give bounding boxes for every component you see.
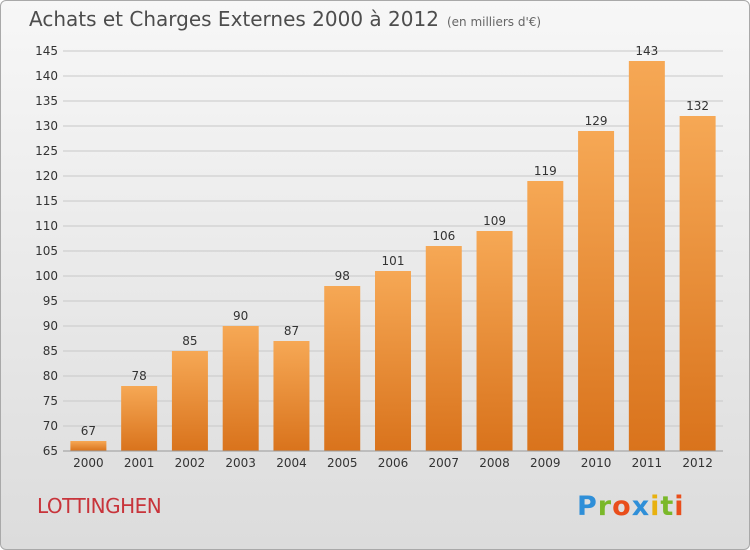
y-tick-label: 115 bbox=[35, 194, 58, 208]
logo-letter: x bbox=[631, 491, 651, 522]
y-tick-label: 85 bbox=[43, 344, 58, 358]
x-tick-label: 2001 bbox=[124, 456, 155, 470]
y-tick-label: 80 bbox=[43, 369, 58, 383]
y-tick-label: 145 bbox=[35, 44, 58, 58]
x-axis-ticks: 2000 2001 2002 2003 2004 2005 2006 2007 2008 2009… bbox=[73, 456, 713, 470]
y-tick-label: 120 bbox=[35, 169, 58, 183]
data-label: 85 bbox=[182, 334, 197, 348]
data-label: 87 bbox=[284, 324, 299, 338]
data-label: 143 bbox=[635, 44, 658, 58]
x-tick-label: 2010 bbox=[581, 456, 612, 470]
data-labels: 67 78 85 90 87 98 101 106 109 119 129 143 132 bbox=[81, 44, 709, 438]
data-label: 106 bbox=[432, 229, 455, 243]
bar bbox=[70, 441, 107, 451]
bars bbox=[70, 61, 716, 451]
data-label: 129 bbox=[585, 114, 608, 128]
logo-letter: o bbox=[612, 491, 632, 522]
y-tick-label: 140 bbox=[35, 69, 58, 83]
data-label: 90 bbox=[233, 309, 248, 323]
y-tick-label: 90 bbox=[43, 319, 58, 333]
y-tick-label: 130 bbox=[35, 119, 58, 133]
y-tick-label: 75 bbox=[43, 394, 58, 408]
bar bbox=[375, 271, 411, 451]
bar bbox=[324, 286, 361, 451]
bar bbox=[628, 61, 665, 451]
bar bbox=[222, 326, 259, 451]
y-tick-label: 135 bbox=[35, 94, 58, 108]
data-label: 109 bbox=[483, 214, 506, 228]
commune-name: LOTTINGHEN bbox=[37, 494, 162, 518]
logo-letter: i bbox=[674, 491, 685, 522]
x-tick-label: 2000 bbox=[73, 456, 104, 470]
logo-letter: r bbox=[597, 491, 613, 522]
bar bbox=[425, 246, 462, 451]
bar bbox=[121, 386, 158, 451]
data-label: 78 bbox=[132, 369, 147, 383]
y-tick-label: 95 bbox=[43, 294, 58, 308]
y-tick-label: 65 bbox=[43, 444, 58, 458]
chart-title: Achats et Charges Externes 2000 à 2012 (e… bbox=[29, 7, 541, 31]
y-tick-label: 105 bbox=[35, 244, 58, 258]
x-tick-label: 2005 bbox=[327, 456, 358, 470]
bar bbox=[527, 181, 564, 451]
data-label: 67 bbox=[81, 424, 96, 438]
x-tick-label: 2006 bbox=[378, 456, 409, 470]
title-text: Achats et Charges Externes 2000 à 2012 bbox=[29, 7, 439, 31]
y-tick-label: 125 bbox=[35, 144, 58, 158]
data-label: 98 bbox=[335, 269, 350, 283]
data-label: 132 bbox=[686, 99, 709, 113]
bar bbox=[273, 341, 310, 451]
bar bbox=[578, 131, 615, 451]
x-tick-label: 2002 bbox=[175, 456, 206, 470]
x-tick-label: 2004 bbox=[276, 456, 307, 470]
x-tick-label: 2003 bbox=[225, 456, 256, 470]
x-tick-label: 2011 bbox=[632, 456, 663, 470]
y-tick-label: 100 bbox=[35, 269, 58, 283]
y-axis-ticks: 65 70 75 80 85 90 95 100 105 110 115 120 125 130 135 14… bbox=[35, 44, 58, 458]
logo-letter: i bbox=[650, 491, 661, 522]
x-tick-label: 2008 bbox=[479, 456, 510, 470]
y-tick-label: 70 bbox=[43, 419, 58, 433]
y-tick-label: 110 bbox=[35, 219, 58, 233]
data-label: 119 bbox=[534, 164, 557, 178]
x-tick-label: 2007 bbox=[428, 456, 459, 470]
proxiti-logo: Proxiti bbox=[577, 491, 685, 522]
bar bbox=[679, 116, 716, 451]
bar bbox=[171, 351, 208, 451]
data-label: 101 bbox=[382, 254, 405, 268]
chart-subtitle: (en milliers d'€) bbox=[446, 15, 542, 29]
logo-letter: P bbox=[577, 491, 598, 522]
x-tick-label: 2009 bbox=[530, 456, 561, 470]
bar bbox=[476, 231, 513, 451]
logo-letter: t bbox=[660, 491, 675, 522]
x-tick-label: 2012 bbox=[682, 456, 713, 470]
